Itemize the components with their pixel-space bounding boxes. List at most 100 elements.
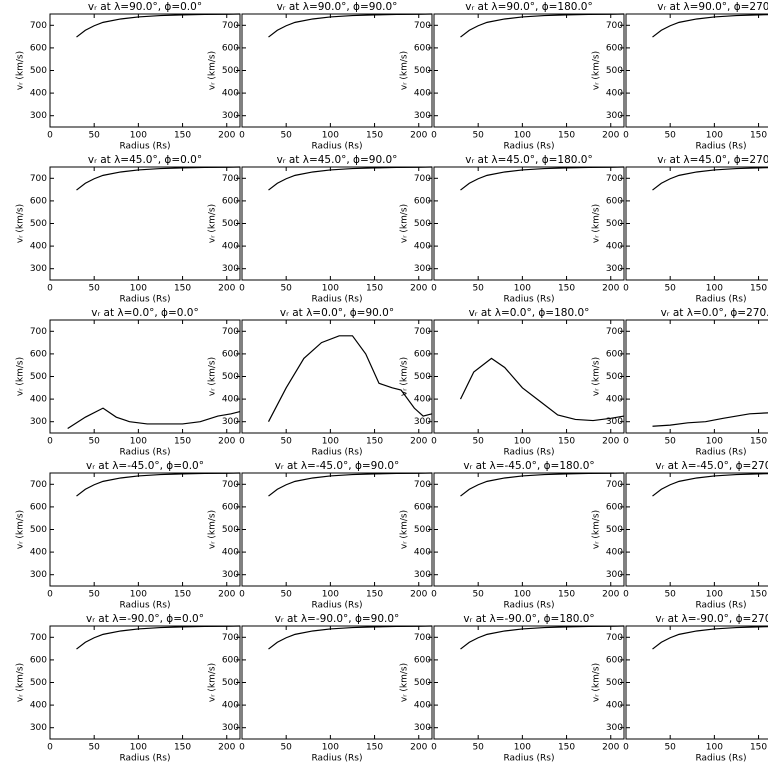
x-tick-label: 150 bbox=[750, 437, 767, 447]
y-axis-label: vᵣ (km/s) bbox=[16, 357, 26, 396]
y-tick-label: 500 bbox=[30, 678, 47, 688]
panel: vᵣ at λ=45.0°, ϕ=270.0°05010015020030040… bbox=[592, 154, 768, 305]
y-tick-label: 400 bbox=[30, 395, 47, 405]
x-tick-label: 150 bbox=[750, 284, 767, 294]
panel-title: vᵣ at λ=0.0°, ϕ=270.0° bbox=[661, 307, 768, 319]
x-tick-label: 150 bbox=[558, 590, 575, 600]
plot-frame bbox=[626, 167, 768, 280]
y-axis-label: vᵣ (km/s) bbox=[16, 51, 26, 90]
y-tick-label: 300 bbox=[30, 723, 47, 733]
y-tick-label: 700 bbox=[222, 327, 239, 337]
x-tick-label: 100 bbox=[322, 437, 339, 447]
x-tick-label: 0 bbox=[47, 590, 53, 600]
y-tick-label: 700 bbox=[414, 21, 431, 31]
y-tick-label: 600 bbox=[30, 655, 47, 665]
y-tick-label: 500 bbox=[30, 66, 47, 76]
x-tick-label: 150 bbox=[750, 131, 767, 141]
x-axis-label: Radius (Rs) bbox=[695, 448, 746, 458]
x-tick-label: 150 bbox=[558, 743, 575, 753]
data-line bbox=[461, 473, 624, 496]
y-tick-label: 600 bbox=[606, 196, 623, 206]
y-tick-label: 500 bbox=[606, 372, 623, 382]
y-tick-label: 700 bbox=[414, 174, 431, 184]
y-axis-label: vᵣ (km/s) bbox=[16, 510, 26, 549]
x-tick-label: 0 bbox=[431, 743, 437, 753]
x-tick-label: 200 bbox=[602, 284, 619, 294]
x-tick-label: 0 bbox=[431, 284, 437, 294]
x-tick-label: 100 bbox=[706, 131, 723, 141]
y-tick-label: 600 bbox=[606, 655, 623, 665]
panel-title: vᵣ at λ=-45.0°, ϕ=270.0° bbox=[655, 460, 768, 472]
y-tick-label: 500 bbox=[414, 525, 431, 535]
x-tick-label: 200 bbox=[410, 590, 427, 600]
x-tick-label: 50 bbox=[472, 743, 484, 753]
y-tick-label: 700 bbox=[606, 327, 623, 337]
y-tick-label: 400 bbox=[414, 89, 431, 99]
x-tick-label: 150 bbox=[174, 131, 191, 141]
panel-title: vᵣ at λ=90.0°, ϕ=0.0° bbox=[88, 1, 202, 13]
y-tick-label: 700 bbox=[606, 633, 623, 643]
y-tick-label: 500 bbox=[222, 372, 239, 382]
y-tick-label: 300 bbox=[414, 417, 431, 427]
x-tick-label: 200 bbox=[218, 437, 235, 447]
x-tick-label: 150 bbox=[174, 743, 191, 753]
panel-title: vᵣ at λ=0.0°, ϕ=90.0° bbox=[280, 307, 394, 319]
x-axis-label: Radius (Rs) bbox=[311, 754, 362, 764]
y-tick-label: 700 bbox=[414, 633, 431, 643]
y-tick-label: 600 bbox=[222, 196, 239, 206]
x-axis-label: Radius (Rs) bbox=[503, 601, 554, 611]
x-tick-label: 50 bbox=[88, 131, 100, 141]
y-tick-label: 400 bbox=[414, 701, 431, 711]
y-tick-label: 300 bbox=[30, 111, 47, 121]
data-line bbox=[461, 167, 624, 190]
panel-title: vᵣ at λ=45.0°, ϕ=0.0° bbox=[88, 154, 202, 166]
x-tick-label: 0 bbox=[623, 437, 629, 447]
panel-title: vᵣ at λ=45.0°, ϕ=270.0° bbox=[657, 154, 768, 166]
x-axis-label: Radius (Rs) bbox=[503, 754, 554, 764]
x-tick-label: 100 bbox=[706, 743, 723, 753]
plot-frame bbox=[626, 626, 768, 739]
x-tick-label: 0 bbox=[47, 131, 53, 141]
x-axis-label: Radius (Rs) bbox=[695, 142, 746, 152]
x-tick-label: 200 bbox=[410, 131, 427, 141]
x-tick-label: 200 bbox=[410, 743, 427, 753]
data-line bbox=[269, 626, 432, 649]
x-tick-label: 0 bbox=[623, 284, 629, 294]
y-tick-label: 300 bbox=[606, 111, 623, 121]
x-tick-label: 200 bbox=[602, 131, 619, 141]
x-tick-label: 150 bbox=[174, 284, 191, 294]
x-tick-label: 200 bbox=[602, 743, 619, 753]
y-tick-label: 600 bbox=[30, 196, 47, 206]
y-tick-label: 400 bbox=[222, 548, 239, 558]
y-tick-label: 500 bbox=[606, 66, 623, 76]
x-axis-label: Radius (Rs) bbox=[503, 142, 554, 152]
x-tick-label: 150 bbox=[366, 284, 383, 294]
plot-frame bbox=[626, 320, 768, 433]
panel-title: vᵣ at λ=-90.0°, ϕ=180.0° bbox=[463, 613, 594, 625]
panel-title: vᵣ at λ=-90.0°, ϕ=0.0° bbox=[86, 613, 204, 625]
y-tick-label: 500 bbox=[30, 372, 47, 382]
x-tick-label: 50 bbox=[664, 590, 676, 600]
x-tick-label: 200 bbox=[218, 131, 235, 141]
x-tick-label: 0 bbox=[239, 284, 245, 294]
y-tick-label: 400 bbox=[30, 89, 47, 99]
y-tick-label: 500 bbox=[222, 678, 239, 688]
x-axis-label: Radius (Rs) bbox=[119, 754, 170, 764]
x-tick-label: 50 bbox=[280, 437, 292, 447]
y-axis-label: vᵣ (km/s) bbox=[208, 51, 218, 90]
x-tick-label: 50 bbox=[88, 743, 100, 753]
panel-title: vᵣ at λ=-45.0°, ϕ=0.0° bbox=[86, 460, 204, 472]
y-tick-label: 600 bbox=[414, 43, 431, 53]
x-tick-label: 100 bbox=[514, 284, 531, 294]
x-tick-label: 100 bbox=[706, 437, 723, 447]
y-tick-label: 600 bbox=[222, 43, 239, 53]
data-line bbox=[653, 413, 768, 427]
x-tick-label: 150 bbox=[366, 743, 383, 753]
y-tick-label: 500 bbox=[30, 525, 47, 535]
